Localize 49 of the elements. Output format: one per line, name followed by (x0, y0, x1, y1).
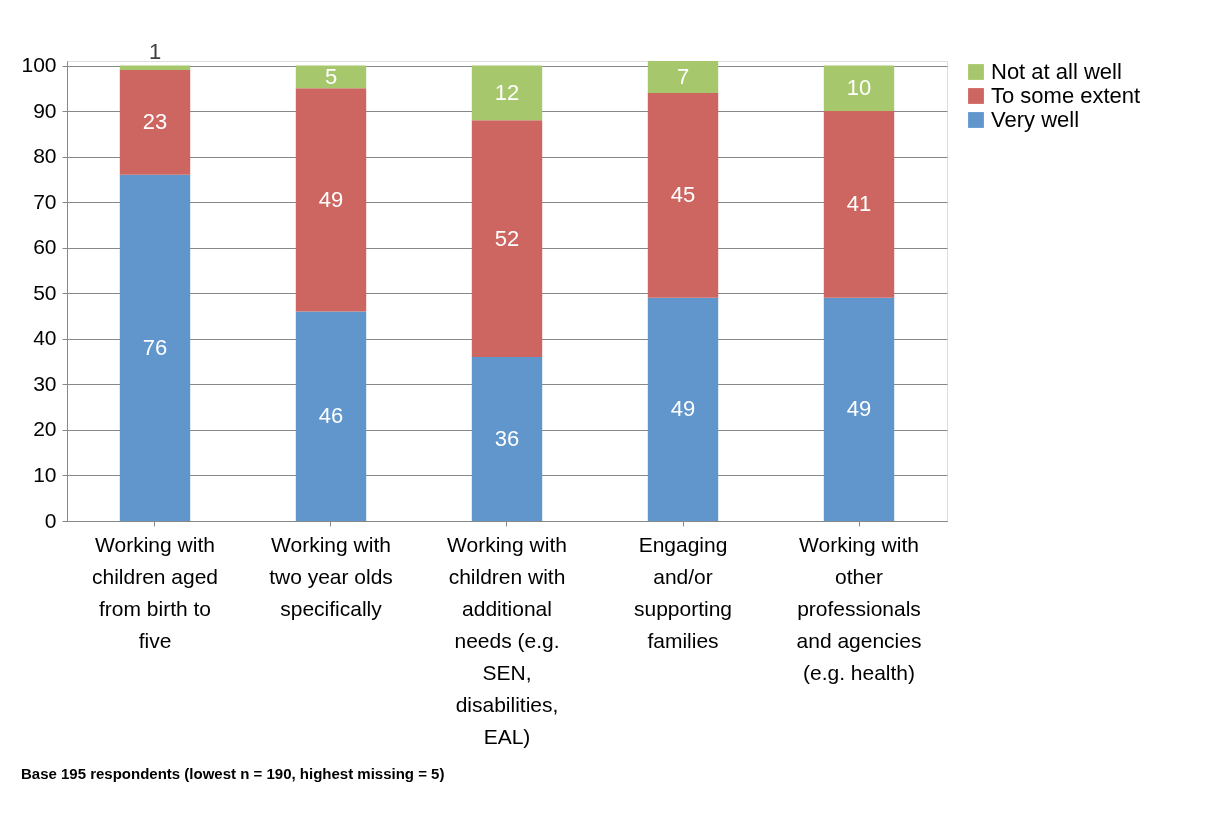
data-label: 7 (676, 63, 690, 89)
bar (823, 111, 895, 298)
y-tick-label: 10 (33, 462, 57, 486)
legend-label: Very well (991, 107, 1080, 132)
bar (647, 61, 719, 93)
legend-label: Not at all well (991, 59, 1122, 84)
x-tick-label: Working with other professionals and agencies (e.g. health) (796, 532, 922, 684)
x-tick-label: Working with children with additional needs (e.g. SEN, disabilities, EAL) (447, 532, 567, 748)
bar (471, 65, 543, 121)
data-label: 76 (142, 334, 168, 360)
data-label: 36 (494, 426, 520, 452)
y-tick-label: 50 (33, 280, 57, 304)
bar (295, 65, 367, 89)
bar (823, 297, 895, 521)
data-label: 5 (324, 63, 338, 89)
data-label: 10 (846, 75, 872, 101)
y-tick-label: 90 (33, 98, 57, 122)
bar (295, 88, 367, 312)
data-label: 45 (670, 182, 696, 208)
y-tick-label: 80 (33, 144, 57, 168)
bar (471, 120, 543, 358)
data-label: 41 (846, 191, 872, 217)
x-tick-label: Working with two year olds specifically (269, 532, 393, 620)
data-label: 12 (494, 79, 520, 105)
bar (119, 70, 191, 175)
bar (823, 65, 895, 112)
data-label: 49 (318, 186, 344, 212)
bar (119, 174, 191, 521)
bar (647, 297, 719, 521)
x-tick-label: Engaging and/or supporting families (633, 532, 733, 652)
y-tick-label: 60 (33, 235, 57, 259)
bar (295, 311, 367, 521)
bar (647, 92, 719, 298)
data-label: 23 (142, 109, 168, 135)
y-tick-label: 30 (33, 371, 57, 395)
y-tick-label: 0 (44, 508, 57, 532)
data-label: 52 (494, 225, 520, 251)
data-label: 49 (846, 396, 872, 422)
y-tick-label: 100 (21, 53, 57, 77)
text: Base 195 respondents (lowest n = 190, highest missing = 5) (20, 765, 445, 782)
x-tick-label: Working with children aged from birth to five (91, 532, 219, 652)
data-label: 46 (318, 403, 344, 429)
data-label: 49 (670, 396, 696, 422)
data-label: 1 (148, 38, 162, 64)
y-tick-label: 70 (33, 189, 57, 213)
bar (471, 357, 543, 521)
y-tick-label: 20 (33, 417, 57, 441)
legend-label: To some extent (991, 83, 1141, 108)
y-tick-label: 40 (33, 326, 57, 350)
